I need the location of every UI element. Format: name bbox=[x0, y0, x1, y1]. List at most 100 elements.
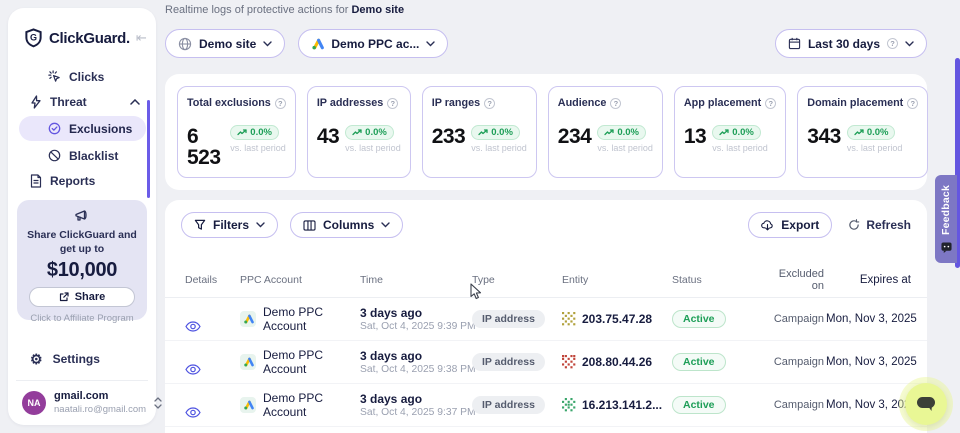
account-selector-icon[interactable] bbox=[154, 396, 162, 409]
sidebar-item-settings[interactable]: ⚙ Settings bbox=[8, 348, 156, 370]
view-details-eye-icon[interactable] bbox=[185, 320, 240, 332]
view-details-eye-icon[interactable] bbox=[185, 363, 240, 375]
sidebar-item-exclusions[interactable]: Exclusions bbox=[19, 116, 146, 141]
info-icon[interactable]: ? bbox=[387, 97, 399, 109]
column-header-type[interactable]: Type bbox=[472, 273, 495, 286]
sidebar-scrollbar[interactable] bbox=[147, 100, 150, 198]
trend-up-icon bbox=[719, 129, 729, 136]
sidebar-item-reports[interactable]: Reports bbox=[8, 168, 156, 193]
stat-value: 43 bbox=[316, 125, 340, 148]
view-details-eye-icon[interactable] bbox=[185, 406, 240, 418]
stat-change-badge: 0.0% bbox=[471, 125, 520, 140]
stat-card-total-exclusions: Total exclusions? 6 523 0.0% vs. last pe… bbox=[177, 86, 296, 178]
date-range-label: Last 30 days bbox=[807, 36, 880, 51]
share-button-label: Share bbox=[74, 291, 106, 304]
export-button[interactable]: Export bbox=[748, 212, 833, 238]
expires-at-value: Mon, Nov 3, 2025 bbox=[826, 356, 917, 368]
columns-button[interactable]: Columns bbox=[290, 212, 404, 238]
stat-value: 6 523 bbox=[187, 125, 221, 169]
funnel-icon bbox=[194, 219, 206, 230]
stat-label: IP ranges bbox=[431, 97, 481, 109]
refresh-icon bbox=[849, 219, 860, 230]
chat-widget-button[interactable] bbox=[905, 383, 947, 425]
column-header-entity[interactable]: Entity bbox=[562, 273, 589, 286]
sidebar-item-clicks[interactable]: Clicks bbox=[8, 64, 156, 89]
column-header-expires-at[interactable]: Expires at bbox=[859, 273, 911, 286]
info-icon[interactable]: ? bbox=[610, 97, 622, 109]
sidebar: G ClickGuard. ⇤ Clicks Threat Exclusions bbox=[8, 8, 162, 425]
table-row[interactable]: Demo PPC Account 3 days ago Sat, Oct 4, 2… bbox=[165, 341, 927, 384]
column-header-status[interactable]: Status bbox=[672, 273, 702, 286]
chevron-down-icon bbox=[381, 222, 391, 228]
stat-card-ip-addresses: IP addresses? 43 0.0% vs. last period bbox=[306, 86, 411, 178]
status-badge: Active bbox=[672, 396, 726, 414]
identicon bbox=[562, 355, 576, 369]
sidebar-item-label: Clicks bbox=[69, 69, 105, 84]
collapse-sidebar-icon[interactable]: ⇤ bbox=[135, 30, 147, 45]
date-range-dropdown[interactable]: Last 30 days ? bbox=[774, 29, 927, 58]
table-row[interactable]: 3 days ago bbox=[165, 427, 927, 433]
stat-value: 234 bbox=[557, 125, 592, 148]
page-scrollbar[interactable] bbox=[955, 58, 960, 268]
feedback-label: Feedback bbox=[940, 185, 952, 236]
globe-icon bbox=[178, 37, 192, 51]
affiliate-promo-card[interactable]: Share ClickGuard and get up to $10,000 Sh… bbox=[17, 200, 147, 324]
stats-panel: Total exclusions? 6 523 0.0% vs. last pe… bbox=[165, 74, 929, 190]
table-toolbar: Filters Columns Export Refresh bbox=[165, 200, 927, 248]
site-filter-dropdown[interactable]: Demo site bbox=[165, 29, 286, 58]
trend-up-icon bbox=[478, 129, 488, 136]
shield-logo-icon: G bbox=[24, 28, 43, 48]
info-icon[interactable]: ? bbox=[907, 97, 919, 109]
entity-value: 203.75.47.28 bbox=[582, 312, 653, 326]
divider bbox=[16, 380, 148, 381]
sidebar-item-blacklist[interactable]: Blacklist bbox=[8, 143, 156, 168]
filter-bar: Demo site Demo PPC ac... Last 30 days ? bbox=[165, 29, 927, 58]
type-badge: IP address bbox=[472, 310, 545, 328]
promo-footer: Click to Affiliate Program bbox=[30, 313, 134, 325]
stat-period: vs. last period bbox=[345, 143, 401, 153]
excluded-on-value: Campaign bbox=[773, 399, 824, 411]
column-header-details[interactable]: Details bbox=[185, 273, 218, 286]
calendar-icon bbox=[788, 37, 801, 50]
user-account[interactable]: NA gmail.com naatali.ro@gmail.com bbox=[8, 390, 162, 416]
expires-at-value: Mon, Nov 3, 2025 bbox=[826, 399, 917, 411]
chevron-down-icon bbox=[256, 222, 265, 228]
time-relative: 3 days ago bbox=[360, 306, 423, 320]
logo-text: ClickGuard. bbox=[49, 29, 130, 47]
gear-icon: ⚙ bbox=[30, 351, 43, 367]
type-badge: IP address bbox=[472, 396, 545, 414]
ppc-account-name: Demo PPC Account bbox=[263, 391, 324, 419]
refresh-button[interactable]: Refresh bbox=[848, 218, 911, 232]
share-button[interactable]: Share bbox=[29, 287, 135, 308]
google-ads-icon bbox=[240, 354, 256, 370]
table-row[interactable]: Demo PPC Account 3 days ago Sat, Oct 4, 2… bbox=[165, 384, 927, 427]
account-filter-dropdown[interactable]: Demo PPC ac... bbox=[298, 29, 449, 58]
cursor-click-icon bbox=[48, 70, 61, 83]
stat-card-app-placement: App placement? 13 0.0% vs. last period bbox=[673, 86, 787, 178]
sidebar-item-label: Reports bbox=[50, 173, 96, 188]
info-icon[interactable]: ? bbox=[765, 97, 777, 109]
column-header-ppc-account[interactable]: PPC Account bbox=[240, 273, 302, 286]
google-ads-icon bbox=[240, 397, 256, 413]
stat-change-badge: 0.0% bbox=[846, 125, 896, 140]
sidebar-item-label: Blacklist bbox=[69, 148, 119, 163]
info-icon[interactable]: ? bbox=[274, 97, 286, 109]
stat-value: 13 bbox=[683, 125, 707, 148]
chevron-down-icon bbox=[426, 40, 436, 46]
identicon bbox=[562, 398, 576, 412]
filters-button[interactable]: Filters bbox=[181, 212, 279, 238]
column-header-excluded-on[interactable]: Excluded on bbox=[778, 267, 824, 292]
identicon bbox=[562, 312, 576, 326]
feedback-tab[interactable]: Feedback bbox=[935, 175, 957, 263]
sidebar-item-threat[interactable]: Threat bbox=[8, 89, 156, 114]
column-header-time[interactable]: Time bbox=[360, 273, 383, 286]
table-row[interactable]: Demo PPC Account 3 days ago Sat, Oct 4, 2… bbox=[165, 298, 927, 341]
chevron-down-icon bbox=[263, 40, 273, 46]
info-icon[interactable]: ? bbox=[484, 97, 496, 109]
sidebar-item-label: Exclusions bbox=[69, 121, 133, 136]
promo-amount: $10,000 bbox=[46, 259, 118, 282]
type-badge: IP address bbox=[472, 353, 545, 371]
stat-label: App placement bbox=[683, 97, 762, 109]
svg-text:G: G bbox=[30, 33, 37, 43]
document-icon bbox=[30, 173, 42, 188]
